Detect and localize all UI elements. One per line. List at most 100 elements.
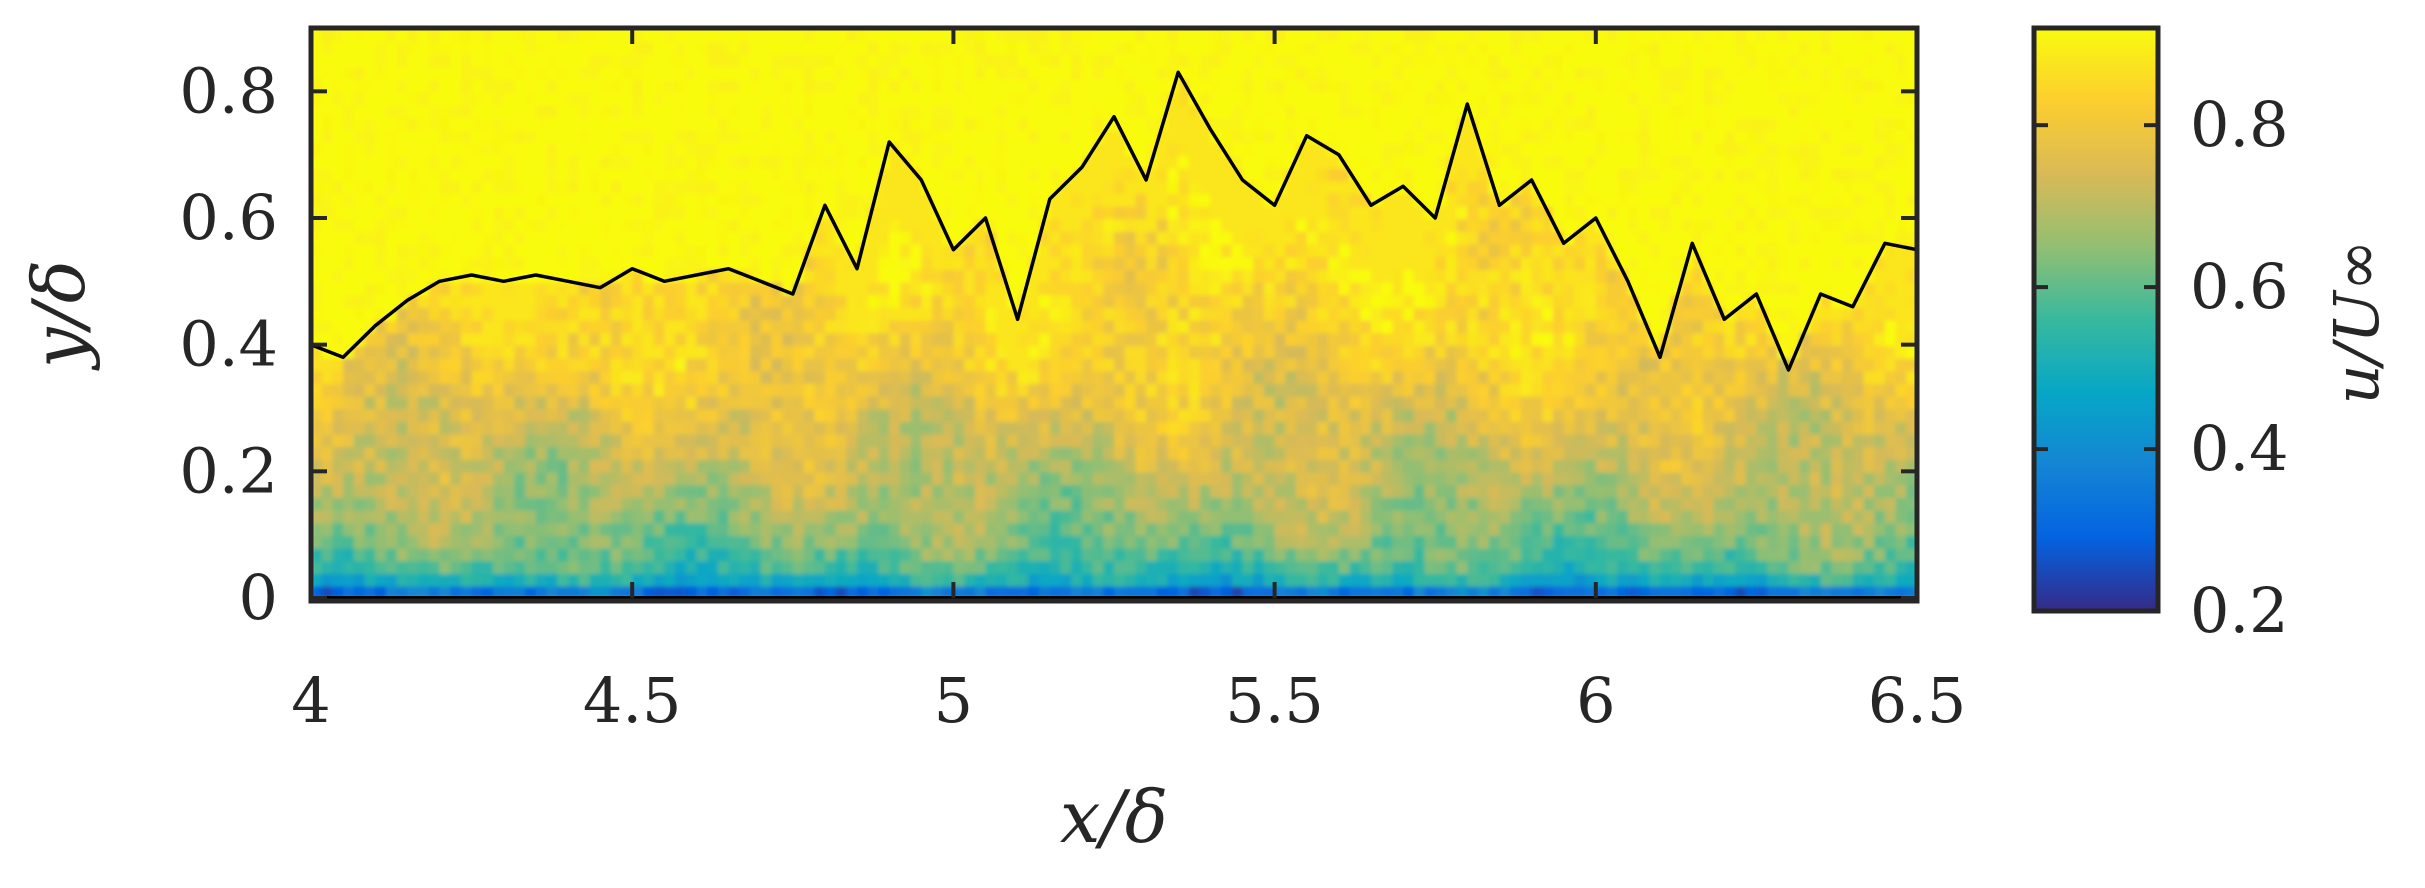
velocity-cell <box>1360 370 1373 384</box>
velocity-cell <box>1531 306 1544 321</box>
velocity-cell <box>493 256 505 270</box>
velocity-cell <box>1842 458 1854 473</box>
velocity-cell <box>1488 547 1501 562</box>
velocity-cell <box>1424 458 1437 473</box>
velocity-cell <box>1660 243 1672 258</box>
velocity-cell <box>953 370 966 384</box>
velocity-cell <box>1542 218 1555 232</box>
velocity-cell <box>1702 243 1715 258</box>
velocity-cell <box>1724 484 1737 498</box>
velocity-cell <box>503 306 516 321</box>
velocity-cell <box>1531 319 1544 334</box>
velocity-cell <box>1606 370 1619 384</box>
velocity-cell <box>696 572 709 587</box>
velocity-cell <box>685 509 698 524</box>
velocity-cell <box>878 319 891 334</box>
velocity-cell <box>1799 471 1812 486</box>
velocity-cell <box>535 344 548 359</box>
velocity-cell <box>396 509 409 524</box>
velocity-cell <box>1681 230 1694 245</box>
velocity-cell <box>1799 522 1812 536</box>
velocity-cell <box>418 167 430 182</box>
velocity-cell <box>1188 294 1201 308</box>
velocity-cell <box>353 547 366 562</box>
velocity-cell <box>568 192 580 207</box>
velocity-cell <box>942 471 955 486</box>
velocity-cell <box>1777 534 1790 549</box>
velocity-cell <box>1017 256 1030 270</box>
velocity-cell <box>407 496 420 511</box>
velocity-cell <box>1563 370 1576 384</box>
velocity-cell <box>514 281 527 296</box>
velocity-cell <box>1531 281 1544 296</box>
velocity-cell <box>1520 218 1533 232</box>
velocity-cell <box>1146 357 1158 372</box>
velocity-cell <box>728 268 741 283</box>
velocity-cell <box>1188 496 1201 511</box>
velocity-cell <box>1510 560 1522 574</box>
velocity-cell <box>1231 294 1244 308</box>
velocity-cell <box>1595 382 1608 397</box>
velocity-cell <box>343 433 355 448</box>
velocity-cell <box>1756 522 1769 536</box>
velocity-cell <box>1884 458 1897 473</box>
velocity-cell <box>1756 484 1769 498</box>
velocity-cell <box>1328 370 1340 384</box>
velocity-cell <box>1296 344 1308 359</box>
velocity-cell <box>1863 420 1876 435</box>
velocity-cell <box>632 534 645 549</box>
velocity-cell <box>535 357 548 372</box>
velocity-cell <box>407 560 420 574</box>
velocity-cell <box>1328 408 1340 422</box>
velocity-cell <box>1146 572 1158 587</box>
velocity-cell <box>953 420 966 435</box>
velocity-cell <box>1895 446 1908 460</box>
velocity-cell <box>514 230 527 245</box>
velocity-cell <box>824 370 837 384</box>
velocity-cell <box>439 560 452 574</box>
velocity-cell <box>889 319 902 334</box>
velocity-cell <box>1767 306 1779 321</box>
velocity-cell <box>878 205 891 220</box>
velocity-cell <box>1231 205 1244 220</box>
velocity-cell <box>814 230 827 245</box>
velocity-cell <box>653 572 666 587</box>
velocity-cell <box>1435 395 1448 410</box>
velocity-cell <box>1231 509 1244 524</box>
velocity-cell <box>1146 458 1158 473</box>
velocity-cell <box>1231 420 1244 435</box>
velocity-cell <box>493 534 505 549</box>
velocity-cell <box>739 547 752 562</box>
velocity-cell <box>332 344 345 359</box>
velocity-cell <box>1135 522 1148 536</box>
velocity-cell <box>493 458 505 473</box>
velocity-cell <box>482 370 495 384</box>
velocity-cell <box>418 446 430 460</box>
velocity-cell <box>1199 192 1212 207</box>
velocity-cell <box>1028 496 1041 511</box>
velocity-cell <box>846 357 859 372</box>
velocity-cell <box>857 560 869 574</box>
velocity-cell <box>1831 458 1844 473</box>
velocity-cell <box>1060 471 1073 486</box>
velocity-cell <box>942 458 955 473</box>
velocity-cell <box>953 446 966 460</box>
velocity-cell <box>717 218 730 232</box>
velocity-cell <box>1617 294 1630 308</box>
velocity-cell <box>589 167 602 182</box>
velocity-cell <box>675 256 687 270</box>
velocity-cell <box>1649 332 1662 346</box>
velocity-cell <box>1777 446 1790 460</box>
velocity-cell <box>1338 560 1351 574</box>
velocity-cell <box>364 218 377 232</box>
velocity-cell <box>782 230 794 245</box>
velocity-cell <box>1520 484 1533 498</box>
velocity-cell <box>1338 332 1351 346</box>
velocity-cell <box>675 357 687 372</box>
velocity-cell <box>610 332 623 346</box>
velocity-cell <box>1874 534 1887 549</box>
velocity-cell <box>1445 420 1458 435</box>
velocity-cell <box>621 522 634 536</box>
velocity-cell <box>1156 268 1169 283</box>
velocity-cell <box>1606 585 1619 600</box>
